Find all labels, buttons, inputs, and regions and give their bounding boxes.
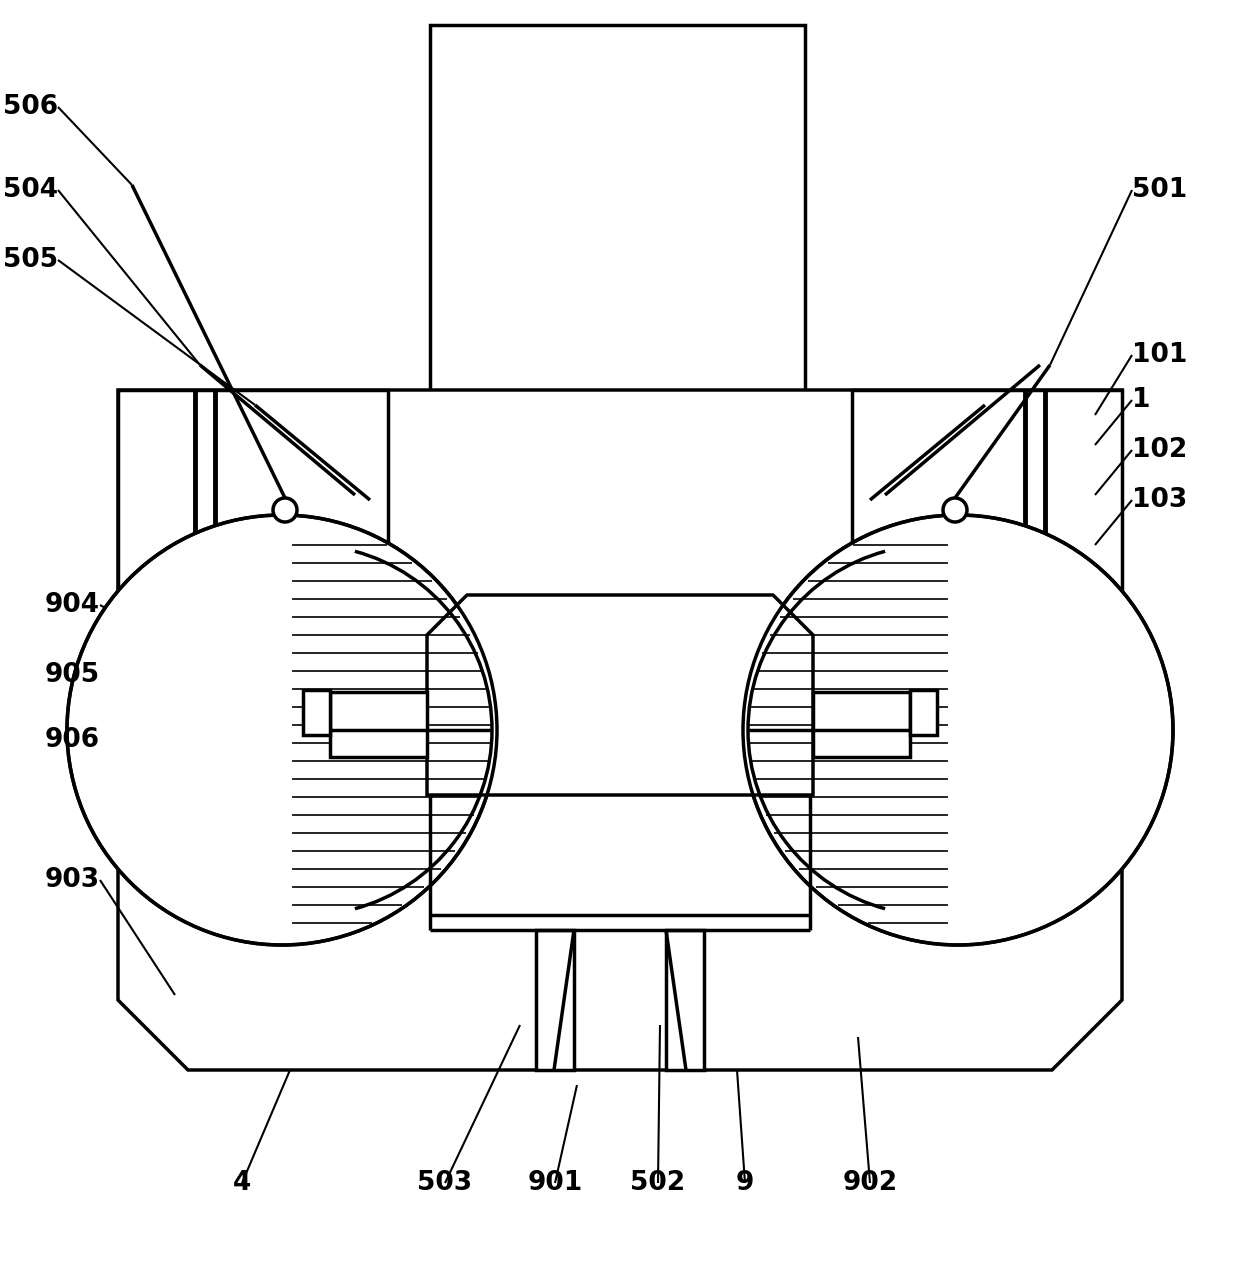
Text: 9: 9 xyxy=(735,1171,754,1196)
Text: 502: 502 xyxy=(630,1171,686,1196)
Polygon shape xyxy=(427,595,813,795)
Text: 503: 503 xyxy=(418,1171,472,1196)
Bar xyxy=(813,693,910,757)
Circle shape xyxy=(942,499,967,522)
Bar xyxy=(303,690,330,735)
Bar xyxy=(666,930,704,1070)
Circle shape xyxy=(743,515,1173,944)
Text: 902: 902 xyxy=(842,1171,898,1196)
Text: 102: 102 xyxy=(1132,437,1187,463)
Text: 101: 101 xyxy=(1132,342,1188,368)
Text: 4: 4 xyxy=(233,1171,252,1196)
Text: 906: 906 xyxy=(45,727,100,753)
Text: 505: 505 xyxy=(2,247,58,272)
Polygon shape xyxy=(118,391,1122,1070)
Bar xyxy=(910,690,937,735)
Text: 504: 504 xyxy=(2,177,58,203)
Text: 904: 904 xyxy=(45,592,100,618)
Bar xyxy=(430,24,805,625)
Text: 901: 901 xyxy=(527,1171,583,1196)
Text: 501: 501 xyxy=(1132,177,1187,203)
Circle shape xyxy=(67,515,497,944)
Bar xyxy=(852,391,1122,595)
Text: 905: 905 xyxy=(45,662,100,687)
Text: 903: 903 xyxy=(45,867,100,893)
Text: 1: 1 xyxy=(1132,387,1151,412)
Circle shape xyxy=(273,499,298,522)
Text: 103: 103 xyxy=(1132,487,1187,513)
Bar xyxy=(536,930,574,1070)
Text: 506: 506 xyxy=(2,94,58,120)
Bar xyxy=(330,693,427,757)
Bar xyxy=(118,391,388,595)
